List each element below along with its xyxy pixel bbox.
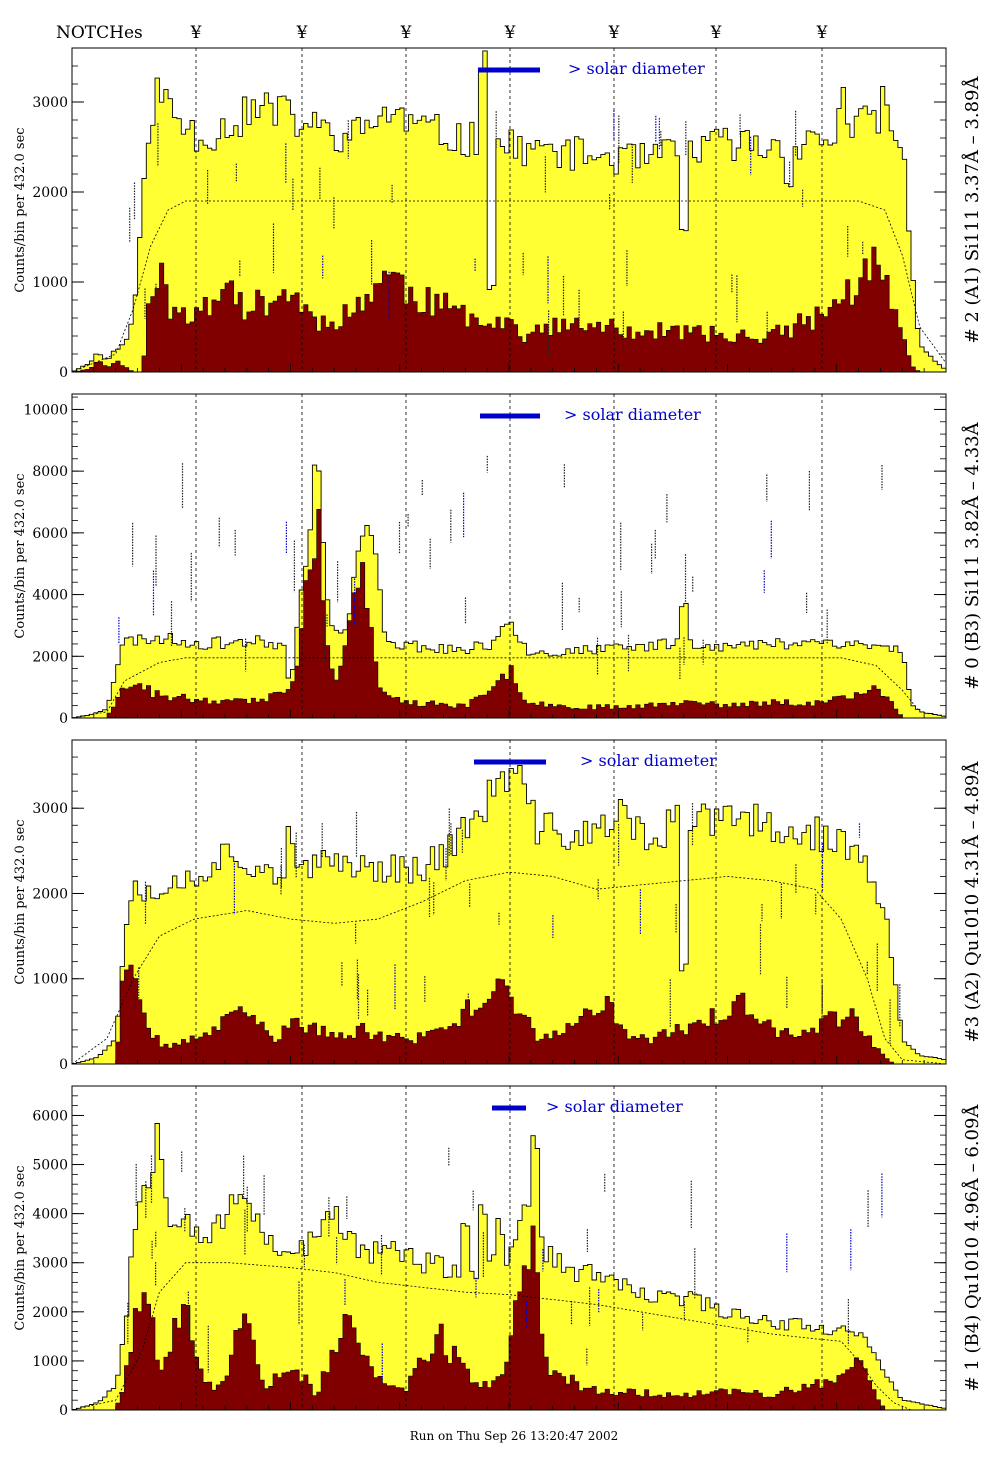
line-id-annotations xyxy=(127,1147,883,1383)
line-id-annotations xyxy=(118,455,883,681)
panel-a2: 0 1000 2000 3000 Counts/bin per 432.0 sec #3 … xyxy=(13,739,983,1073)
y-tick-label: 3000 xyxy=(32,801,68,817)
y-tick-label: 2000 xyxy=(32,649,68,665)
background-counts-area xyxy=(72,1225,946,1411)
total-counts-area xyxy=(71,464,947,719)
solar-diameter-label: > solar diameter xyxy=(568,59,705,78)
y-tick-label: 4000 xyxy=(32,588,68,604)
y-tick-label: 2000 xyxy=(32,1305,68,1321)
y-tick-label: 6000 xyxy=(32,526,68,542)
panel-b4: 0 1000 2000 3000 4000 5000 6000 Counts/bin per … xyxy=(13,1085,983,1419)
solar-diameter-label: > solar diameter xyxy=(546,1097,683,1116)
panel-title: #3 (A2) Qu1010 4.31Å – 4.89Å xyxy=(961,761,983,1043)
model-curve xyxy=(71,1262,946,1411)
background-counts-area xyxy=(71,246,946,373)
y-axis-label: Counts/bin per 432.0 sec xyxy=(13,127,28,292)
y-tick-label: 1000 xyxy=(32,972,68,988)
solar-diameter-label: > solar diameter xyxy=(580,751,717,770)
y-tick-label: 2000 xyxy=(32,886,68,902)
panel-title: # 1 (B4) Qu1010 4.96Å – 6.09Å xyxy=(961,1104,983,1392)
model-curve xyxy=(71,871,947,1065)
y-tick-label: 0 xyxy=(59,1403,68,1419)
notch-marker-6: ¥ xyxy=(710,23,722,43)
total-counts-area xyxy=(71,1123,947,1411)
line-id-annotations xyxy=(129,110,864,356)
panel-title: # 2 (A1) Si111 3.37Å – 3.89Å xyxy=(961,76,983,344)
y-tick-label: 8000 xyxy=(32,464,68,480)
total-counts-area xyxy=(71,765,947,1065)
y-axis-label: Counts/bin per 432.0 sec xyxy=(13,1165,28,1330)
panel-b3: 0 2000 4000 6000 8000 10000 Counts/bin per 432… xyxy=(13,393,983,727)
notch-marker-4: ¥ xyxy=(504,23,516,43)
notch-marker-3: ¥ xyxy=(400,23,412,43)
y-tick-label: 6000 xyxy=(32,1108,68,1124)
y-tick-label: 3000 xyxy=(32,95,68,111)
notch-markers: ¥ ¥ ¥ ¥ ¥ ¥ ¥ xyxy=(190,23,828,43)
total-counts-area xyxy=(71,50,947,373)
y-tick-label: 4000 xyxy=(32,1207,68,1223)
background-counts-area xyxy=(72,964,946,1065)
y-axis-label: Counts/bin per 432.0 sec xyxy=(13,473,28,638)
notch-marker-7: ¥ xyxy=(816,23,828,43)
y-tick-label: 5000 xyxy=(32,1158,68,1174)
run-timestamp: Run on Thu Sep 26 13:20:47 2002 xyxy=(410,1429,619,1443)
panel-a1: 0 1000 2000 3000 Counts/bin per 432.0 sec # 2… xyxy=(13,47,983,381)
model-curve xyxy=(71,657,947,719)
background-counts-area xyxy=(72,509,946,719)
model-curve xyxy=(71,200,947,373)
notch-marker-2: ¥ xyxy=(296,23,308,43)
y-tick-label: 2000 xyxy=(32,185,68,201)
notch-marker-5: ¥ xyxy=(608,23,620,43)
y-tick-label: 1000 xyxy=(32,1354,68,1370)
y-tick-label: 3000 xyxy=(32,1256,68,1272)
y-tick-label: 0 xyxy=(59,1057,68,1073)
notch-marker-1: ¥ xyxy=(190,23,202,43)
y-tick-label: 1000 xyxy=(32,275,68,291)
y-axis-label: Counts/bin per 432.0 sec xyxy=(13,819,28,984)
notches-label: NOTCHes xyxy=(56,23,143,43)
y-tick-label: 0 xyxy=(59,711,68,727)
solar-diameter-label: > solar diameter xyxy=(564,405,701,424)
panel-title: # 0 (B3) Si111 3.82Å – 4.33Å xyxy=(961,421,983,689)
y-tick-label: 10000 xyxy=(23,402,68,418)
y-tick-label: 0 xyxy=(59,365,68,381)
line-id-annotations xyxy=(134,803,901,1046)
